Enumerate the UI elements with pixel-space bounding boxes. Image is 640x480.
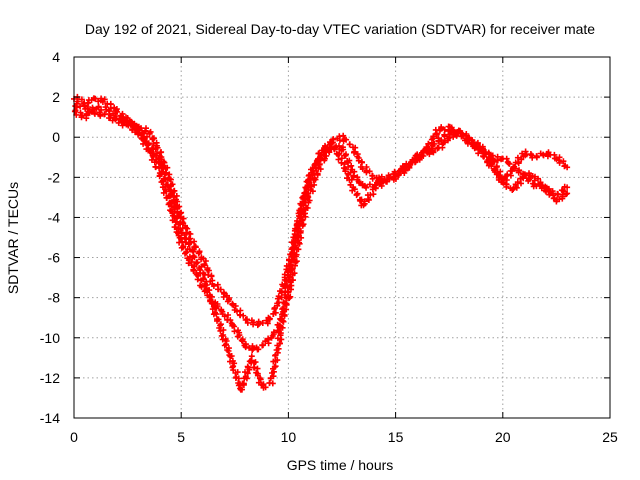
y-tick-label: -8	[48, 290, 61, 306]
series-track-C	[71, 103, 571, 393]
y-tick-label: -12	[40, 370, 60, 386]
y-tick-label: -6	[48, 250, 61, 266]
series-track-A	[71, 93, 571, 329]
y-axis-label: SDTVAR / TECUs	[5, 182, 21, 294]
x-tick-label: 5	[177, 429, 185, 445]
y-tick-label: -10	[40, 330, 60, 346]
grid-lines	[74, 57, 610, 418]
data-layer	[71, 93, 571, 393]
plot-frame	[73, 56, 611, 419]
y-tick-label: -2	[48, 169, 61, 185]
y-tick-label: 2	[52, 89, 60, 105]
x-tick-label: 20	[495, 429, 511, 445]
y-tick-label: -14	[40, 410, 60, 426]
x-axis-label: GPS time / hours	[287, 457, 394, 473]
y-tick-label: -4	[48, 209, 61, 225]
y-tick-label: 4	[52, 49, 60, 65]
series-markers	[71, 93, 571, 329]
x-tick-label: 25	[602, 429, 618, 445]
x-tick-label: 10	[281, 429, 297, 445]
series-markers	[71, 103, 571, 393]
y-tick-label: 0	[52, 129, 60, 145]
x-tick-label: 0	[70, 429, 78, 445]
chart-title: Day 192 of 2021, Sidereal Day-to-day VTE…	[85, 21, 595, 37]
x-tick-label: 15	[388, 429, 404, 445]
